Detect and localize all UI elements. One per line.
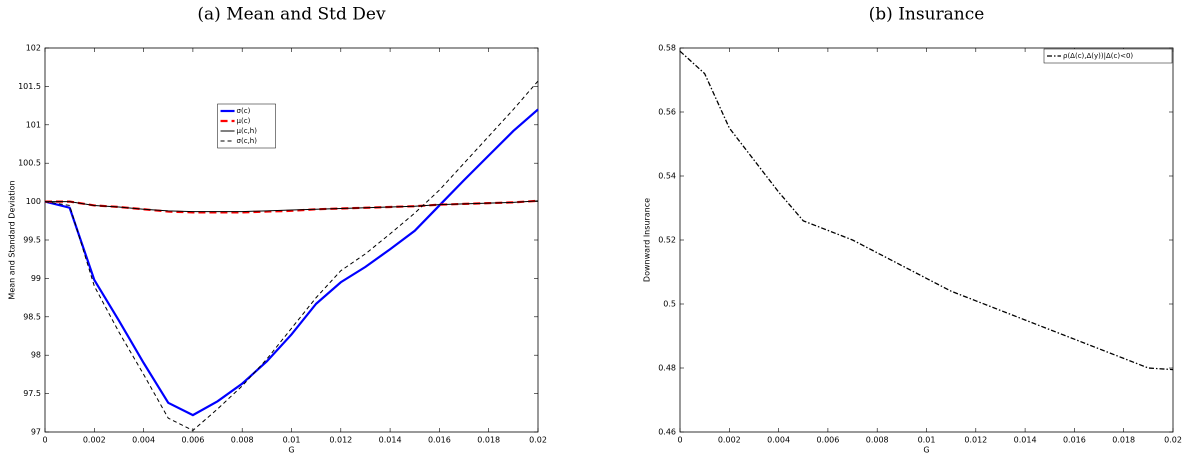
x-tick-label: 0.006 — [181, 436, 204, 445]
y-tick-label: 97 — [31, 428, 41, 437]
y-axis-label: Mean and Standard Deviation — [8, 180, 17, 299]
x-tick-label: 0.018 — [1112, 436, 1135, 445]
y-axis-label: Downward Insurance — [643, 198, 652, 282]
y-tick-label: 0.52 — [658, 236, 676, 245]
series-line — [45, 200, 539, 213]
legend-label: μ(c,h) — [237, 127, 258, 135]
x-axis-label: G — [923, 446, 929, 455]
x-tick-label: 0.02 — [529, 436, 547, 445]
x-tick-label: 0.01 — [283, 436, 301, 445]
x-tick-label: 0.004 — [767, 436, 790, 445]
chart-title: (b) Insurance — [869, 5, 985, 25]
x-tick-label: 0.01 — [918, 436, 936, 445]
x-tick-label: 0.016 — [1063, 436, 1086, 445]
plot-area — [44, 47, 539, 433]
y-tick-label: 100 — [26, 197, 41, 206]
x-tick-label: 0.002 — [83, 436, 106, 445]
x-tick-label: 0.008 — [231, 436, 254, 445]
legend-label: σ(c,h) — [237, 137, 258, 145]
x-tick-label: 0 — [42, 436, 47, 445]
y-tick-label: 99.5 — [23, 236, 41, 245]
y-tick-label: 100.5 — [18, 159, 41, 168]
y-tick-label: 0.56 — [658, 108, 676, 117]
x-tick-label: 0.006 — [816, 436, 839, 445]
y-tick-label: 0.5 — [663, 300, 676, 309]
x-tick-label: 0.008 — [866, 436, 889, 445]
y-tick-label: 98.5 — [23, 312, 41, 321]
y-tick-label: 102 — [26, 44, 41, 53]
x-tick-label: 0.018 — [477, 436, 500, 445]
y-tick-label: 101.5 — [18, 82, 41, 91]
series-line — [44, 108, 539, 417]
legend-label: ρ(Δ(c),Δ(y))|Δ(c)<0) — [1063, 52, 1133, 60]
x-tick-label: 0.016 — [428, 436, 451, 445]
y-tick-label: 99 — [31, 274, 41, 283]
legend-box — [1043, 48, 1173, 64]
y-tick-label: 98 — [31, 351, 41, 360]
x-tick-label: 0 — [677, 436, 682, 445]
plot-area — [679, 47, 1174, 433]
x-tick-label: 0.02 — [1164, 436, 1182, 445]
y-tick-label: 0.46 — [658, 428, 676, 437]
y-tick-label: 97.5 — [23, 389, 41, 398]
y-tick-label: 101 — [26, 120, 41, 129]
x-tick-label: 0.014 — [379, 436, 402, 445]
series-line — [44, 80, 539, 432]
x-tick-label: 0.012 — [329, 436, 352, 445]
x-tick-label: 0.014 — [1014, 436, 1037, 445]
x-tick-label: 0.002 — [718, 436, 741, 445]
y-tick-label: 0.58 — [658, 44, 676, 53]
legend-label: μ(c) — [237, 117, 251, 125]
x-tick-label: 0.012 — [964, 436, 987, 445]
x-tick-label: 0.004 — [132, 436, 155, 445]
chart-title: (a) Mean and Std Dev — [197, 5, 386, 25]
y-tick-label: 0.48 — [658, 364, 676, 373]
y-tick-label: 0.54 — [658, 172, 676, 181]
x-axis-label: G — [288, 446, 294, 455]
legend-label: σ(c) — [237, 107, 251, 115]
series-line — [679, 50, 1174, 371]
